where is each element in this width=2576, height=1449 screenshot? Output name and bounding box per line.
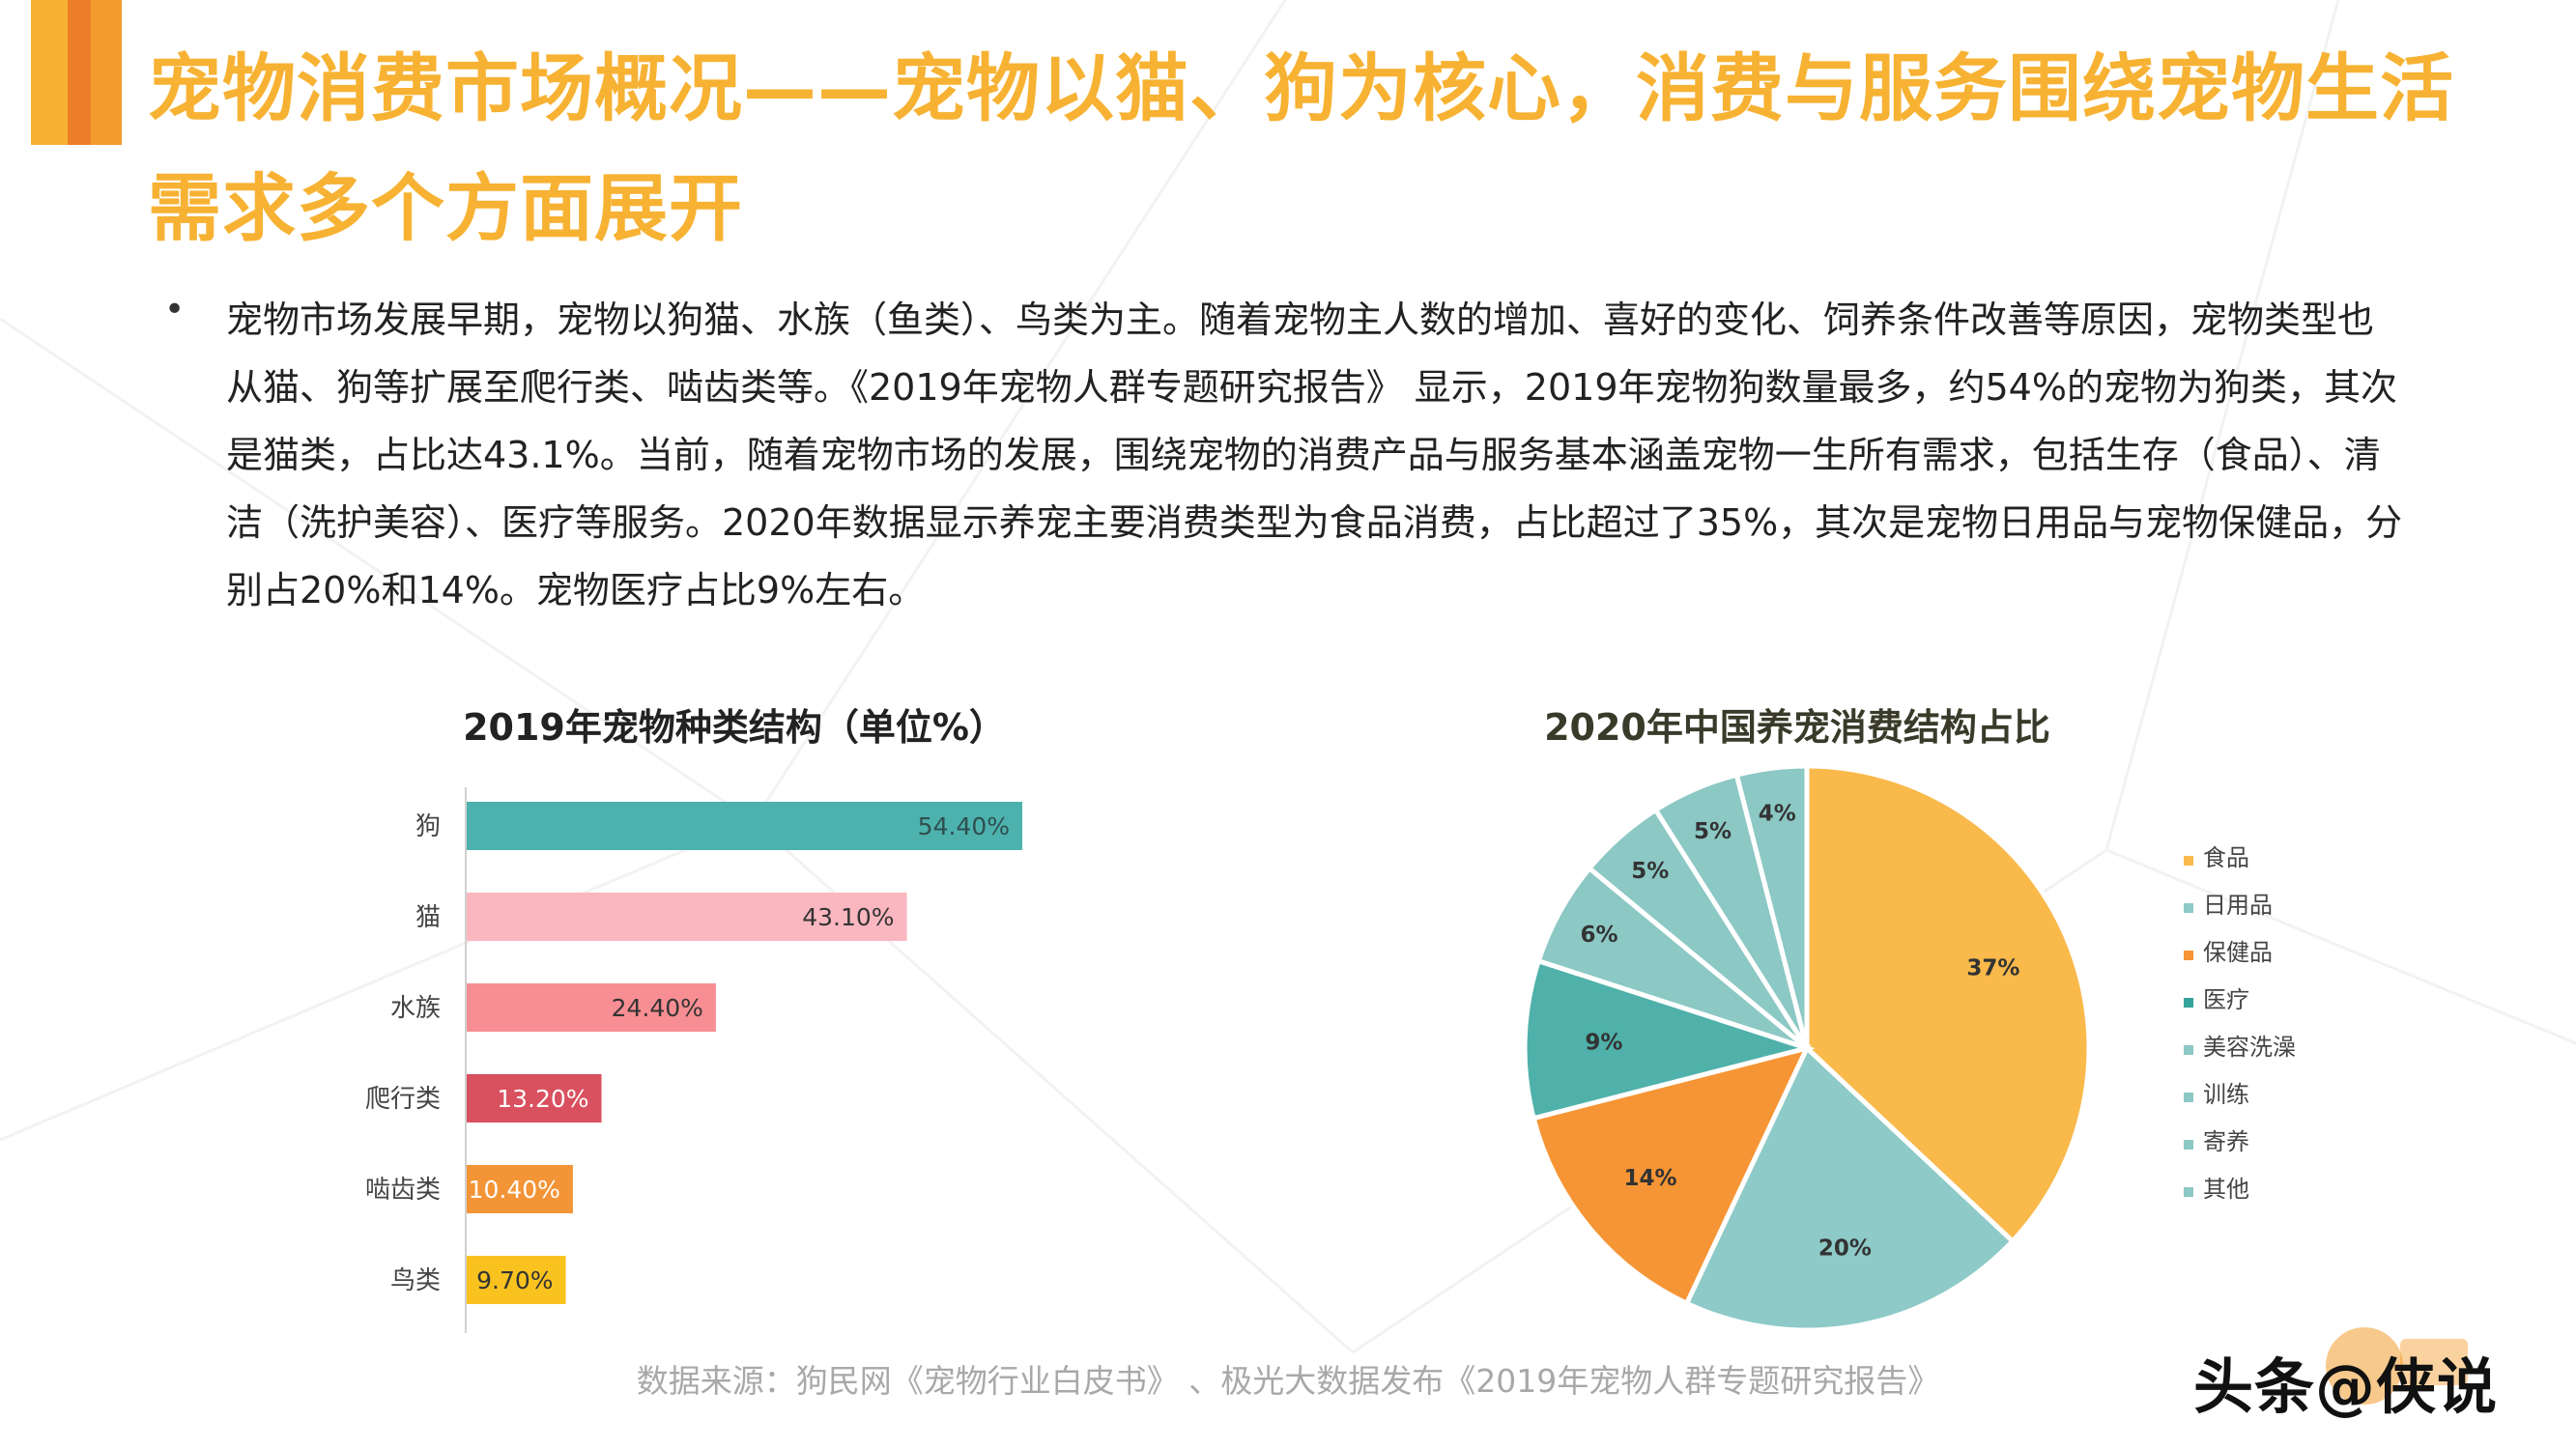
- bar-category-label: 爬行类: [365, 1085, 441, 1114]
- bar-category-label: 水族: [390, 994, 441, 1023]
- pie-slice-3: [1531, 1044, 1812, 1307]
- legend-item: 训练: [2203, 1081, 2249, 1108]
- bar-6: [467, 1256, 566, 1304]
- bar-value-label: 54.40%: [918, 812, 1010, 840]
- bar-5: [467, 1165, 573, 1213]
- pie-slice-label: 37%: [1966, 956, 2019, 981]
- legend-marker: [2184, 1045, 2193, 1055]
- watermark-text: 头条@侠说: [2193, 1351, 2499, 1422]
- legend-item: 医疗: [2203, 986, 2249, 1013]
- legend-marker: [2184, 903, 2193, 913]
- legend-item: 食品: [2203, 844, 2249, 871]
- pie-slice-label: 20%: [1818, 1236, 1872, 1262]
- legend-marker: [2184, 856, 2193, 866]
- legend-marker: [2184, 1140, 2193, 1150]
- bar-value-label: 24.40%: [612, 994, 703, 1022]
- bullet-marker: •: [164, 290, 186, 329]
- bar-2: [467, 893, 907, 941]
- legend-marker: [2184, 1187, 2193, 1197]
- bar-value-label: 43.10%: [802, 903, 894, 931]
- pie-slice-label: 4%: [1759, 802, 1796, 827]
- pie-slice-label: 9%: [1585, 1030, 1622, 1055]
- pie-slice-2: [1683, 1043, 2017, 1333]
- source-note: 数据来源：狗民网《宠物行业白皮书》 、极光大数据发布《2019年宠物人群专题研究…: [636, 1362, 1940, 1400]
- accent-bar-2: [68, 0, 91, 145]
- bar-value-label: 9.70%: [476, 1266, 553, 1294]
- page-title: 宠物消费市场概况——宠物以猫、狗为核心，消费与服务围绕宠物生活需求多个方面展开: [148, 45, 2454, 251]
- bar-chart: 狗 54.40% 猫 43.10% 水族 24.40% 爬行类 13.20% 啮齿类 10.40%…: [365, 787, 1022, 1333]
- pie-slice-label: 5%: [1694, 819, 1732, 844]
- legend-item: 保健品: [2203, 939, 2273, 966]
- legend-item: 寄养: [2203, 1128, 2249, 1155]
- bar-3: [467, 983, 716, 1032]
- bar-4: [467, 1074, 602, 1122]
- legend-marker: [2184, 951, 2193, 960]
- pie-slice-label: 5%: [1631, 859, 1669, 884]
- legend-marker: [2184, 1093, 2193, 1102]
- pie-slice-label: 6%: [1581, 923, 1618, 948]
- legend-marker: [2184, 998, 2193, 1008]
- pie-slice-1: [1804, 763, 2092, 1245]
- pie-slice-8: [1733, 763, 1810, 1049]
- bar-category-label: 啮齿类: [365, 1176, 441, 1205]
- bar-category-label: 狗: [415, 812, 441, 841]
- legend-item: 日用品: [2203, 892, 2273, 919]
- pie-slice-4: [1522, 957, 1816, 1122]
- legend-item: 其他: [2203, 1176, 2249, 1203]
- bar-category-label: 鸟类: [390, 1266, 441, 1295]
- bar-category-label: 猫: [415, 903, 441, 932]
- bar-chart-title: 2019年宠物种类结构（单位%）: [463, 706, 1006, 749]
- bar-1: [467, 802, 1022, 850]
- pie-slice-label: 14%: [1623, 1166, 1676, 1191]
- accent-bar-1: [31, 0, 68, 145]
- bar-value-label: 13.20%: [497, 1085, 588, 1113]
- bar-value-label: 10.40%: [469, 1176, 560, 1204]
- watermark-logo-icon: [2326, 1327, 2468, 1405]
- accent-bar-3: [91, 0, 122, 145]
- pie-chart-title: 2020年中国养宠消费结构占比: [1544, 706, 2050, 749]
- body-paragraph: 宠物市场发展早期，宠物以狗猫、水族（鱼类）、鸟类为主。随着宠物主人数的增加、喜好…: [226, 298, 2403, 611]
- legend-item: 美容洗澡: [2203, 1034, 2296, 1061]
